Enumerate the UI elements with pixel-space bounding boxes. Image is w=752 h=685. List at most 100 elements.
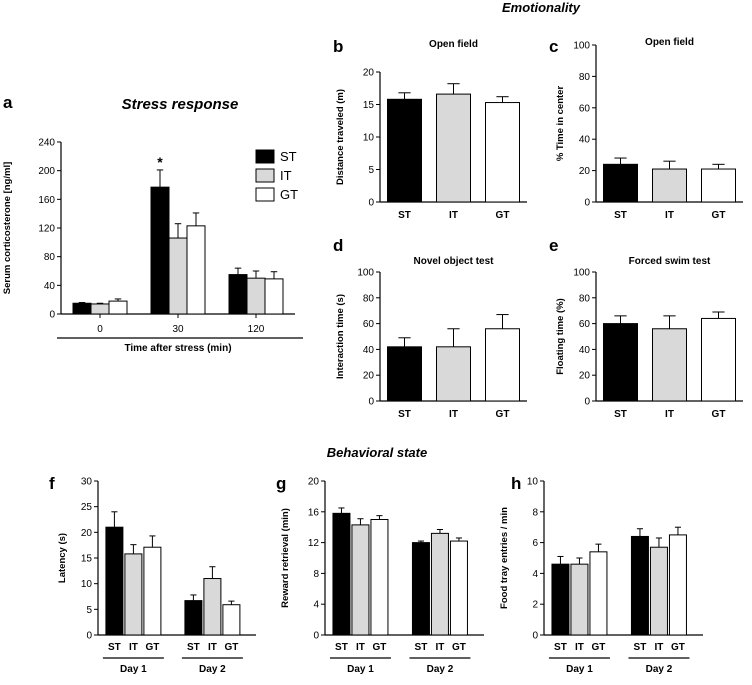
bar-a-GT-30 xyxy=(186,225,206,315)
panel-letter-e: e xyxy=(549,236,558,255)
y-tick-label-g-4: 16 xyxy=(308,507,320,518)
y-tick-label-d-4: 80 xyxy=(363,293,375,304)
chart-title-c: Open field xyxy=(645,37,694,48)
y-tick-label-c-0: 0 xyxy=(584,198,590,209)
bar-f-Day2-IT xyxy=(203,578,222,636)
y-tick-label-g-1: 4 xyxy=(313,600,319,611)
y-tick-label-c-4: 80 xyxy=(579,72,591,83)
significance-star: * xyxy=(157,154,163,170)
y-tick-label-g-2: 8 xyxy=(313,569,319,580)
panel-letter-f: f xyxy=(49,474,55,493)
x-tick-label-h-0-1: IT xyxy=(575,642,584,653)
x-tick-label-c-1: IT xyxy=(665,210,674,221)
bar-e-GT xyxy=(701,317,736,402)
panel-letter-g: g xyxy=(276,474,286,493)
bar-b-IT xyxy=(436,93,471,203)
x-tick-label-c-0: ST xyxy=(614,210,627,221)
bar-f-Day2-GT xyxy=(222,604,241,636)
bar-a-IT-120 xyxy=(246,277,266,315)
x-tick-label-h-1-0: ST xyxy=(634,642,647,653)
bar-c-IT xyxy=(652,168,687,203)
y-tick-label-e-3: 60 xyxy=(579,319,591,330)
bar-d-GT xyxy=(485,328,520,402)
x-tick-label-h-0-0: ST xyxy=(554,642,567,653)
x-tick-label-g-0-2: GT xyxy=(373,642,387,653)
panel-letter-a: a xyxy=(3,93,13,112)
bar-a-IT-30 xyxy=(168,237,188,315)
bar-e-ST xyxy=(603,323,638,402)
bar-a-ST-30 xyxy=(150,186,170,315)
x-axis-label-a: Time after stress (min) xyxy=(124,343,231,354)
y-tick-label-f-0: 0 xyxy=(86,631,92,642)
y-axis-label-g: Reward retrieval (min) xyxy=(280,508,291,608)
x-tick-label-e-0: ST xyxy=(614,409,627,420)
group-label-g-1: Day 2 xyxy=(427,664,454,675)
bar-f-Day1-ST xyxy=(105,526,124,636)
y-axis-label-e: Floating time (%) xyxy=(555,298,566,375)
y-axis-label-d: Interaction time (s) xyxy=(335,294,346,379)
x-tick-label-g-0-0: ST xyxy=(335,642,348,653)
x-tick-label-d-0: ST xyxy=(398,409,411,420)
y-tick-label-a-1: 40 xyxy=(44,281,56,292)
y-tick-label-h-0: 0 xyxy=(532,631,538,642)
y-tick-label-h-1: 2 xyxy=(532,600,538,611)
y-tick-label-e-2: 40 xyxy=(579,345,591,356)
panel-letter-d: d xyxy=(333,236,343,255)
legend-label-GT: GT xyxy=(280,187,298,202)
y-tick-label-h-3: 6 xyxy=(532,538,538,549)
legend-label-IT: IT xyxy=(280,168,292,183)
y-tick-label-f-6: 30 xyxy=(81,477,93,488)
bar-a-ST-120 xyxy=(228,274,248,315)
y-axis-label-b: Distance traveled (m) xyxy=(335,89,346,185)
x-tick-label-d-1: IT xyxy=(449,409,458,420)
bar-c-GT xyxy=(701,168,736,203)
y-tick-label-g-3: 12 xyxy=(308,538,320,549)
bar-a-IT-0 xyxy=(90,303,110,315)
section-title-behavioral-state: Behavioral state xyxy=(327,445,427,460)
group-label-h-1: Day 2 xyxy=(646,664,673,675)
y-tick-label-b-0: 0 xyxy=(368,198,374,209)
legend-swatch-IT xyxy=(255,168,275,183)
y-tick-label-f-4: 20 xyxy=(81,528,93,539)
section-title-emotionality: Emotionality xyxy=(502,0,581,15)
bar-e-IT xyxy=(652,328,687,402)
bar-g-Day1-ST xyxy=(332,512,351,636)
x-tick-label-g-1-0: ST xyxy=(415,642,428,653)
x-tick-label-a-0: 0 xyxy=(97,324,103,335)
y-tick-label-d-5: 100 xyxy=(357,268,374,279)
bar-b-GT xyxy=(485,102,520,203)
y-tick-label-d-3: 60 xyxy=(363,319,375,330)
bar-d-IT xyxy=(436,346,471,402)
x-tick-label-f-1-0: ST xyxy=(187,642,200,653)
y-tick-label-a-6: 240 xyxy=(38,138,55,149)
y-tick-label-f-1: 5 xyxy=(86,605,92,616)
bar-h-Day2-IT xyxy=(649,546,668,636)
bar-g-Day1-IT xyxy=(351,524,370,636)
x-tick-label-g-1-2: GT xyxy=(452,642,466,653)
x-tick-label-g-0-1: IT xyxy=(356,642,365,653)
y-axis-label-f: Latency (s) xyxy=(57,533,68,583)
y-tick-label-b-1: 5 xyxy=(368,165,374,176)
x-tick-label-a-1: 30 xyxy=(172,324,184,335)
chart-title-d: Novel object test xyxy=(413,256,494,267)
bar-b-ST xyxy=(387,98,422,203)
y-tick-label-a-0: 0 xyxy=(49,310,55,321)
y-tick-label-h-5: 10 xyxy=(527,477,539,488)
legend-label-ST: ST xyxy=(280,149,297,164)
y-tick-label-f-5: 25 xyxy=(81,502,93,513)
bar-a-ST-0 xyxy=(72,302,92,315)
legend-swatch-GT xyxy=(255,187,275,202)
bar-h-Day2-ST xyxy=(630,535,649,636)
bar-f-Day2-ST xyxy=(184,600,203,636)
panel-letter-h: h xyxy=(511,474,521,493)
y-tick-label-e-5: 100 xyxy=(573,268,590,279)
panel-letter-b: b xyxy=(333,37,343,56)
x-tick-label-h-1-2: GT xyxy=(671,642,685,653)
x-tick-label-c-2: GT xyxy=(712,210,726,221)
y-tick-label-b-2: 10 xyxy=(363,133,375,144)
x-tick-label-b-1: IT xyxy=(449,210,458,221)
bar-a-GT-120 xyxy=(264,278,284,315)
x-tick-label-e-1: IT xyxy=(665,409,674,420)
panel-letter-c: c xyxy=(549,37,558,56)
